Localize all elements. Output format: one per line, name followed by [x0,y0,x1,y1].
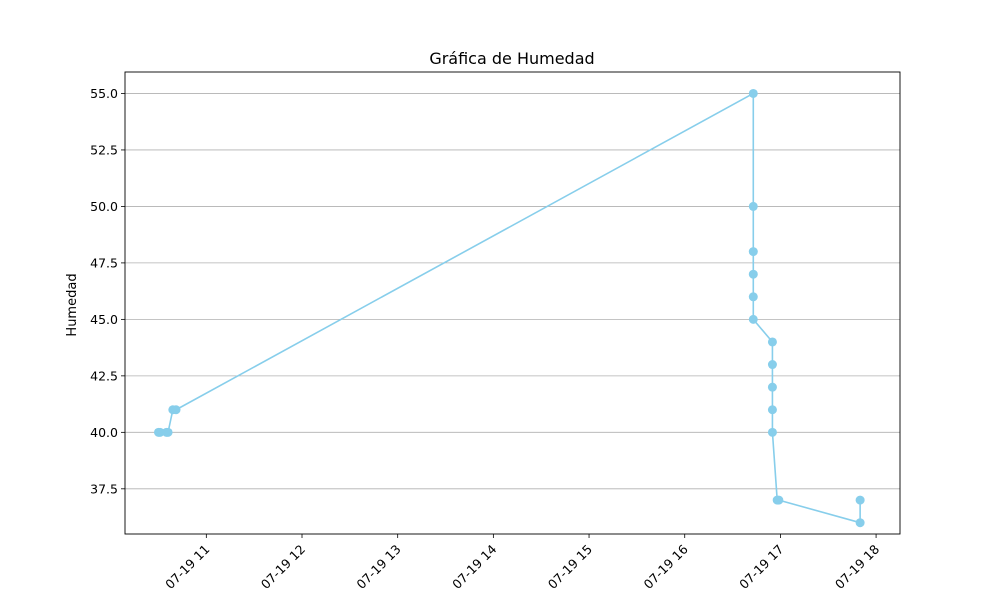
y-tick-label: 40.0 [90,425,118,440]
y-tick-label: 50.0 [90,199,118,214]
data-point [767,427,777,437]
data-point [767,405,777,415]
y-tick-label: 55.0 [90,86,118,101]
y-tick-label: 45.0 [90,312,118,327]
x-axis: 07-19 11 07-19 12 07-19 13 07-19 14 07-19 15… [162,534,882,592]
x-tick-label: 07-19 18 [832,541,882,591]
plot-border [124,71,901,535]
data-point [855,495,865,505]
y-tick-label: 47.5 [90,255,118,270]
data-point [855,518,865,528]
x-tick-label: 07-19 17 [736,542,786,592]
x-tick-label: 07-19 15 [545,542,595,592]
grid-lines [125,93,900,490]
data-point [748,88,758,98]
data-point [748,201,758,211]
data-point [748,269,758,279]
x-tick-label: 07-19 16 [640,541,690,591]
y-tick-label: 37.5 [90,481,118,496]
plot-frame [124,71,901,535]
chart-title: Gráfica de Humedad [429,49,594,68]
x-tick-label: 07-19 14 [449,541,499,591]
x-tick-label: 07-19 13 [353,542,403,592]
data-point [171,405,181,415]
data-point [748,314,758,324]
y-tick-label: 42.5 [90,368,118,383]
y-tick-label: 52.5 [90,142,118,157]
x-tick-label: 07-19 12 [258,542,308,592]
data-point [155,427,165,437]
data-point [767,337,777,347]
data-point [767,382,777,392]
series-line [158,92,861,524]
data-point [748,292,758,302]
y-axis: 37.5 40.0 42.5 45.0 47.5 50.0 52.5 55.0 [90,86,125,496]
data-series [153,88,865,528]
data-point [767,360,777,370]
x-tick-label: 07-19 11 [162,542,212,592]
data-point [163,427,173,437]
data-point [748,247,758,257]
data-point [774,495,784,505]
y-axis-label: Humedad [65,273,80,336]
